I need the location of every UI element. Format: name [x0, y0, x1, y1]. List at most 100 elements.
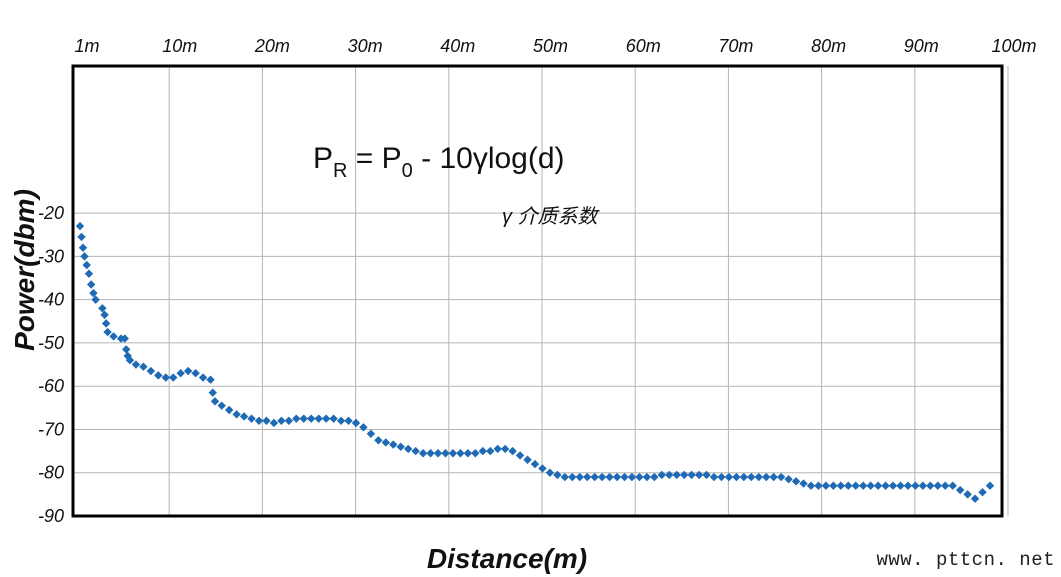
x-tick-label: 30m — [348, 36, 383, 56]
data-point — [627, 472, 637, 482]
data-point — [679, 470, 689, 480]
data-point — [122, 345, 131, 354]
data-point — [75, 221, 85, 231]
data-point — [530, 459, 540, 469]
data-point — [635, 472, 644, 482]
data-point — [650, 472, 659, 482]
data-point — [605, 472, 614, 482]
data-point — [277, 416, 286, 426]
data-point — [247, 414, 256, 423]
data-point — [292, 414, 301, 423]
data-point — [836, 481, 846, 490]
data-point — [125, 356, 135, 365]
data-point — [433, 449, 443, 458]
data-point — [672, 470, 681, 480]
data-point — [254, 416, 264, 426]
y-tick-label: -90 — [38, 506, 64, 526]
data-point — [198, 373, 208, 382]
x-tick-label: 60m — [626, 36, 661, 56]
data-point — [381, 438, 391, 447]
data-point — [724, 472, 734, 482]
data-point — [448, 449, 458, 458]
data-point — [314, 414, 323, 423]
data-point — [829, 481, 838, 490]
data-point — [91, 295, 100, 304]
data-point — [154, 371, 163, 380]
x-tick-label: 90m — [904, 36, 939, 56]
data-point — [694, 470, 704, 480]
data-point — [515, 451, 525, 460]
plot-frame — [71, 64, 1004, 518]
data-point — [100, 310, 109, 319]
gamma-note: γ 介质系数 — [502, 206, 601, 228]
y-tick-label: -20 — [38, 203, 64, 223]
data-point — [299, 414, 308, 423]
data-point — [374, 436, 383, 445]
data-point — [844, 481, 853, 490]
data-point — [500, 444, 510, 454]
data-point — [89, 288, 98, 298]
data-point — [523, 455, 532, 464]
data-point — [418, 449, 428, 458]
data-point — [568, 472, 577, 482]
data-point — [709, 472, 719, 482]
data-point — [590, 472, 599, 482]
data-point — [146, 366, 156, 376]
grid — [73, 66, 1009, 517]
data-point — [687, 470, 696, 480]
data-point — [911, 481, 920, 490]
formula: PR = P0 - 10γlog(d) — [313, 142, 565, 182]
data-point — [77, 232, 86, 242]
data-point — [78, 243, 88, 252]
data-point — [784, 475, 793, 484]
data-point — [814, 481, 823, 490]
data-point — [161, 373, 170, 382]
data-point — [441, 449, 450, 458]
data-point — [351, 418, 361, 428]
y-axis-title: Power(dbm) — [9, 189, 40, 351]
data-point — [732, 472, 741, 482]
data-point — [169, 373, 178, 382]
y-tick-label: -60 — [38, 376, 64, 396]
data-point — [754, 472, 763, 482]
data-point — [978, 488, 987, 497]
data-point — [612, 472, 622, 482]
data-point — [926, 481, 935, 490]
data-point — [471, 449, 480, 458]
data-point — [575, 472, 584, 482]
data-point — [597, 472, 607, 482]
data-point — [821, 481, 831, 490]
data-point — [583, 472, 592, 482]
data-point — [799, 479, 808, 488]
data-point — [284, 416, 294, 426]
data-point — [396, 442, 405, 451]
data-point — [508, 446, 517, 456]
data-point — [329, 414, 338, 423]
data-point — [642, 472, 652, 482]
data-point — [538, 464, 547, 473]
data-point — [359, 423, 368, 432]
data-point — [866, 481, 875, 490]
data-point — [776, 472, 786, 482]
data-point — [717, 472, 726, 482]
data-point — [208, 388, 217, 397]
data-point — [262, 416, 271, 426]
data-point — [702, 470, 711, 480]
data-point — [553, 470, 562, 480]
data-point — [344, 416, 353, 426]
data-point — [123, 351, 132, 361]
data-point — [210, 397, 220, 406]
x-tick-label: 80m — [811, 36, 846, 56]
x-tick-label: 70m — [718, 36, 753, 56]
data-point — [493, 444, 502, 454]
data-point — [545, 468, 555, 477]
data-point — [888, 481, 898, 490]
data-point — [426, 449, 435, 458]
x-tick-label: 10m — [162, 36, 197, 56]
x-tick-label: 50m — [533, 36, 568, 56]
data-point — [486, 446, 495, 456]
x-tick-label: 100m — [991, 36, 1036, 56]
data-point — [456, 449, 465, 458]
watermark: www. pttcn. net — [876, 549, 1055, 571]
